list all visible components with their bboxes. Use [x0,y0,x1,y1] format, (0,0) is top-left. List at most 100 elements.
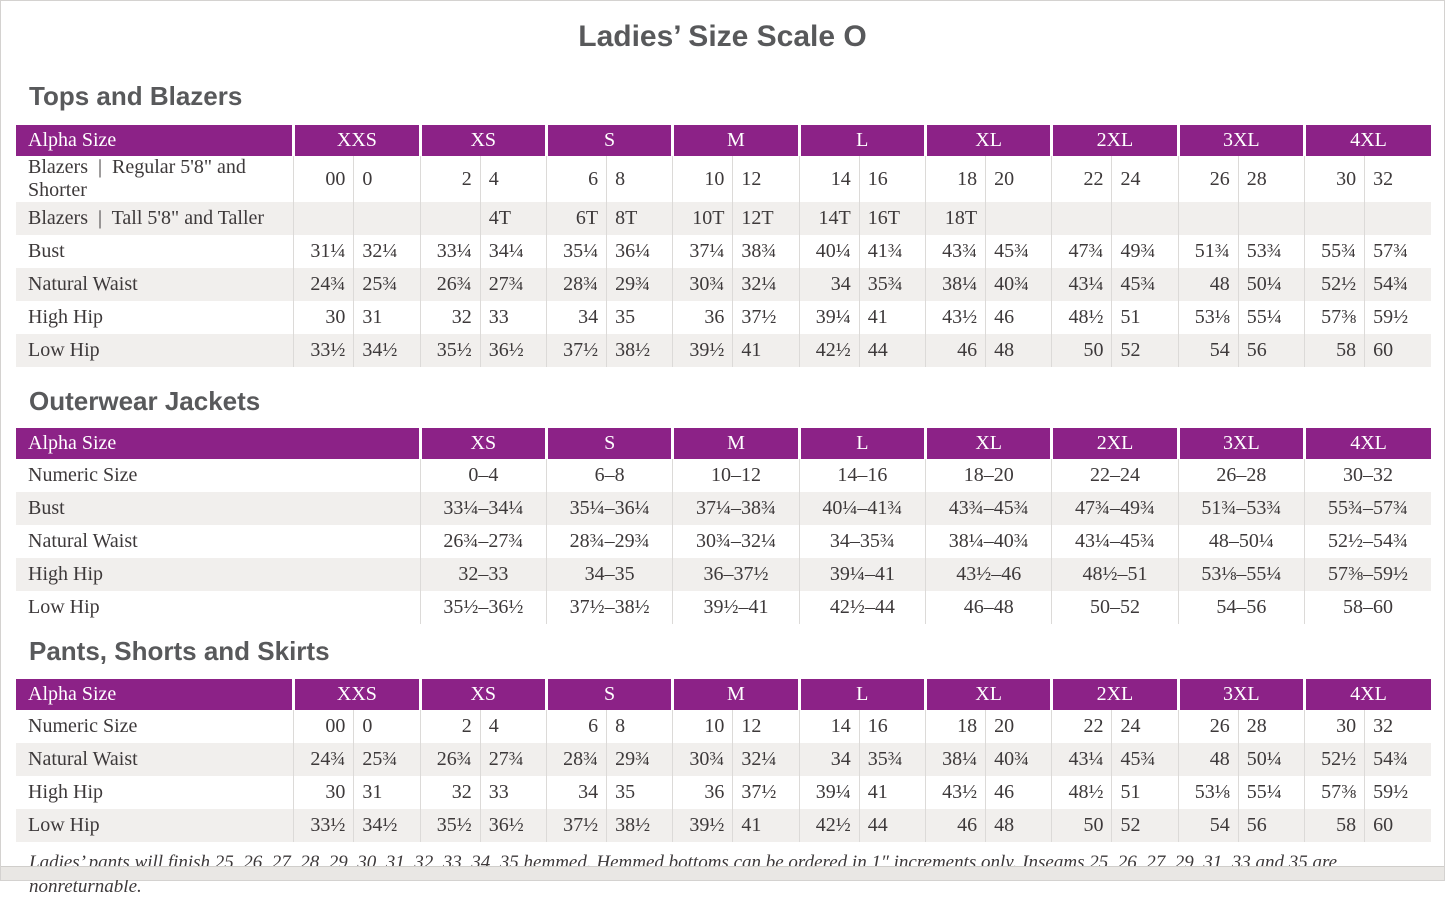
size-value: 34 [798,268,860,301]
header-row: Alpha Size XS S M L XL 2XL 3XL 4XL [16,428,1431,459]
size-value: 32 [1364,710,1431,743]
table-row: Low Hip 33½ 34½ 35½ 36½ 37½ 38½ 39½ 41 42½ 44 46 48 5… [16,809,1431,842]
size-value: 24 [1111,710,1179,743]
size-value: 51¾ [1177,235,1239,268]
size-range-value: 39½–41 [672,591,800,624]
table-row: Bust 33¼–34¼ 35¼–36¼ 37¼–38¾ 40¼–41¾ 43¾–45¾ 4… [16,492,1431,525]
size-value: 37½ [545,809,607,842]
size-range-value: 37¼–38¾ [672,492,800,525]
column-header-size-l: L [797,428,926,459]
size-range-value: 50–52 [1051,591,1179,624]
size-value: 34½ [353,334,421,367]
size-range-value: 30¾–32¼ [672,525,800,558]
size-value: 43¼ [1051,743,1112,776]
size-range-value: 6–8 [545,459,673,492]
size-value: 42½ [798,334,860,367]
size-value: 14T [798,202,860,235]
size-value: 39¼ [798,776,860,809]
size-value: 28 [1237,710,1305,743]
size-value: 41 [732,334,800,367]
table-row: High Hip 32–33 34–35 36–37½ 39¼–41 43½–46 48½–… [16,558,1431,591]
size-range-value: 57⅜–59½ [1304,558,1431,591]
size-value: 32 [1364,156,1431,202]
size-value: 35¾ [858,268,926,301]
column-header-size-m: M [671,679,800,710]
size-range-value: 54–56 [1177,591,1305,624]
section-heading-outerwear-jackets: Outerwear Jackets [29,386,261,416]
row-label: Numeric Size [16,459,421,492]
size-value: 38½ [606,334,673,367]
size-range-value: 47¾–49¾ [1051,492,1179,525]
size-value: 38¾ [732,235,800,268]
size-value: 35¼ [545,235,607,268]
size-value: 50 [1051,334,1112,367]
size-value: 37½ [545,334,607,367]
size-value: 28¾ [545,743,607,776]
size-value: 59½ [1364,301,1431,334]
size-value: 26 [1177,156,1239,202]
size-value: 30 [1303,710,1365,743]
size-value: 58 [1303,334,1365,367]
size-value: 26 [1177,710,1239,743]
size-value: 53⅛ [1177,301,1239,334]
size-value: 34½ [353,809,421,842]
size-value: 39¼ [798,301,860,334]
size-value: 10 [672,710,733,743]
column-header-size-s: S [544,428,673,459]
column-header-size-4xl: 4XL [1302,679,1431,710]
size-value: 56 [1237,809,1305,842]
size-value: 14 [798,710,860,743]
size-range-value: 52½–54¾ [1304,525,1431,558]
row-label: Natural Waist [16,525,421,558]
size-value: 37¼ [672,235,733,268]
size-value: 48 [985,334,1052,367]
size-value: 12T [732,202,800,235]
column-header-size-xxs: XXS [292,679,421,710]
size-range-value: 38¼–40¾ [925,525,1052,558]
size-range-value: 51¾–53¾ [1177,492,1305,525]
bottom-strip [1,866,1444,880]
size-value: 18 [924,156,986,202]
table-row: Bust 31¼ 32¼ 33¼ 34¼ 35¼ 36¼ 37¼ 38¾ 40¼ 41¾ 43¾ 45¾… [16,235,1431,268]
size-value: 14 [798,156,860,202]
size-value [1177,202,1239,235]
size-value: 33 [479,776,547,809]
size-range-value: 18–20 [925,459,1052,492]
size-value: 27¾ [479,743,547,776]
column-header-size-xxs: XXS [292,125,421,156]
size-range-value: 32–33 [419,558,547,591]
size-value: 6 [545,156,607,202]
size-value: 37½ [732,301,800,334]
size-value: 46 [985,301,1052,334]
size-range-value: 14–16 [798,459,926,492]
row-label: Bust [16,492,421,525]
column-header-size-m: M [671,125,800,156]
row-label: High Hip [16,301,294,334]
column-header-alpha-size: Alpha Size [16,125,294,156]
size-value: 57⅜ [1303,776,1365,809]
size-value: 52½ [1303,268,1365,301]
size-value: 12 [732,156,800,202]
column-header-size-m: M [671,428,800,459]
table-row: Natural Waist 24¾ 25¾ 26¾ 27¾ 28¾ 29¾ 30¾ 32¼ 34 3… [16,268,1431,301]
size-value: 53⅛ [1177,776,1239,809]
size-range-value: 42½–44 [798,591,926,624]
size-value: 54 [1177,809,1239,842]
size-value: 35½ [419,809,481,842]
size-value: 34 [545,776,607,809]
size-value: 28 [1237,156,1305,202]
size-value: 24¾ [293,743,354,776]
size-value [1237,202,1305,235]
table-row: Natural Waist 26¾–27¾ 28¾–29¾ 30¾–32¼ 34–35¾… [16,525,1431,558]
column-header-size-xl: XL [923,679,1052,710]
size-value: 54¾ [1364,743,1431,776]
size-value [1364,202,1431,235]
size-range-value: 43¼–45¾ [1051,525,1179,558]
size-value: 25¾ [353,268,421,301]
size-value: 38¼ [924,268,986,301]
size-value: 31¼ [293,235,354,268]
size-value: 18T [924,202,986,235]
size-value: 00 [293,710,354,743]
size-value: 39½ [672,809,733,842]
table-row: Blazers | Regular 5'8" and Shorter 00 0 2 4 6… [16,156,1431,202]
